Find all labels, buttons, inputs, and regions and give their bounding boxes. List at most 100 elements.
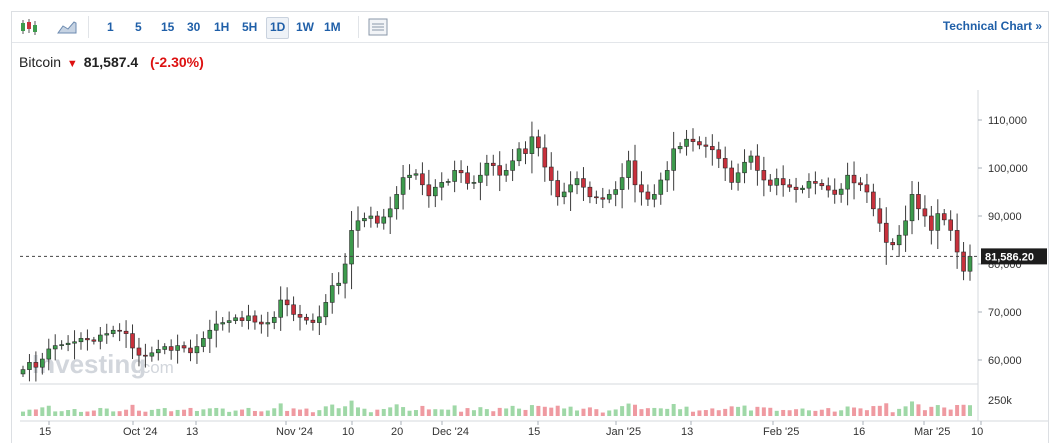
- candlestick-icon[interactable]: [18, 17, 40, 37]
- candle: [690, 128, 696, 152]
- current-price-marker: 81,586.20: [20, 248, 1047, 265]
- volume-bar: [336, 408, 341, 416]
- volume-bar: [272, 408, 277, 416]
- candle: [65, 335, 71, 352]
- candle: [233, 314, 238, 325]
- volume-bar: [748, 410, 753, 416]
- volume-bar: [549, 407, 554, 416]
- volume-bar: [832, 411, 837, 416]
- volume-bar: [665, 408, 670, 416]
- candle: [72, 330, 77, 360]
- timeframe-1m[interactable]: 1M: [324, 20, 341, 34]
- timeframe-1[interactable]: 1: [107, 20, 114, 34]
- volume-bar: [652, 407, 657, 416]
- candle: [658, 172, 664, 205]
- timeframe-5[interactable]: 5: [135, 20, 142, 34]
- candle: [767, 174, 773, 192]
- volume-bar: [684, 406, 689, 416]
- volume-bar: [227, 411, 232, 416]
- candle: [710, 134, 715, 166]
- candle: [825, 177, 831, 198]
- volume-bar: [78, 411, 83, 416]
- candle: [619, 163, 625, 209]
- volume-bar: [21, 411, 25, 416]
- timeframe-5h[interactable]: 5H: [242, 20, 258, 34]
- current-price-label: 81,586.20: [985, 251, 1034, 263]
- candle: [168, 339, 174, 360]
- candle: [703, 136, 709, 158]
- volume-bar: [529, 405, 534, 416]
- candle: [368, 206, 374, 228]
- volume-bar: [278, 403, 283, 416]
- candle: [967, 244, 973, 281]
- volume-bar: [607, 410, 612, 416]
- volume-bar: [491, 411, 496, 416]
- area-chart-icon[interactable]: [56, 17, 78, 37]
- volume-bar: [111, 411, 116, 416]
- candle: [188, 339, 193, 362]
- candle: [916, 181, 921, 221]
- volume-bar: [761, 407, 766, 416]
- y-tick-label: 70,000: [988, 307, 1022, 319]
- candle: [259, 314, 264, 334]
- candle: [626, 150, 631, 190]
- volume-bar: [626, 403, 631, 416]
- volume-bar: [484, 409, 489, 416]
- timeframe-1w[interactable]: 1W: [296, 20, 314, 34]
- candle: [471, 175, 477, 190]
- candle: [400, 165, 406, 210]
- candle: [181, 341, 187, 353]
- candle: [284, 287, 290, 317]
- candle: [130, 324, 135, 360]
- timeframe-1h[interactable]: 1H: [214, 20, 230, 34]
- candle: [941, 209, 947, 226]
- candle: [896, 225, 902, 257]
- timeframe-1d[interactable]: 1D: [266, 17, 290, 39]
- candle: [877, 197, 883, 232]
- volume-bar: [542, 406, 547, 416]
- volume-bar: [781, 409, 786, 416]
- candle: [722, 146, 728, 181]
- volume-bar: [375, 409, 380, 416]
- candle: [503, 163, 509, 182]
- candle: [123, 320, 129, 348]
- volume-bar: [794, 409, 799, 416]
- volume-bar: [935, 405, 940, 416]
- x-tick-label: 10: [971, 426, 983, 438]
- candle: [433, 179, 438, 208]
- candle: [542, 134, 548, 182]
- timeframe-30[interactable]: 30: [187, 20, 201, 34]
- candle: [375, 211, 380, 228]
- volume-bar: [388, 407, 393, 416]
- candle: [581, 167, 586, 201]
- candle: [716, 141, 722, 169]
- volume-bar: [768, 407, 773, 416]
- timeframe-15[interactable]: 15: [161, 20, 175, 34]
- x-tick-label: 10: [342, 426, 354, 438]
- volume-bar: [343, 406, 348, 416]
- volume-bar: [787, 410, 792, 416]
- volume-bar: [401, 407, 406, 416]
- candle: [639, 171, 644, 206]
- time-axis: 15 Oct '24 13 Nov '24 10 20 Dec '24 15 Jan '25 13…: [39, 421, 983, 438]
- price-chart[interactable]: Investing .com 110,000100,00090,00080,00…: [12, 12, 1048, 444]
- instrument-name: Bitcoin: [19, 54, 62, 70]
- candle: [207, 319, 213, 354]
- candle: [832, 178, 838, 204]
- toolbar-divider: [358, 16, 359, 38]
- indicators-icon[interactable]: [367, 17, 389, 37]
- candle: [864, 173, 870, 203]
- volume-bar: [845, 406, 850, 416]
- candle: [40, 352, 45, 375]
- candle: [652, 184, 657, 208]
- candle: [664, 161, 670, 192]
- volume-bar: [136, 410, 141, 416]
- technical-chart-link[interactable]: Technical Chart »: [942, 19, 1042, 33]
- volume-bar: [53, 411, 58, 416]
- volume-bar: [220, 408, 225, 416]
- candle: [117, 323, 122, 342]
- candle: [954, 213, 960, 269]
- candle: [420, 162, 425, 196]
- volume-bar: [613, 409, 618, 416]
- volume-bar: [806, 410, 811, 416]
